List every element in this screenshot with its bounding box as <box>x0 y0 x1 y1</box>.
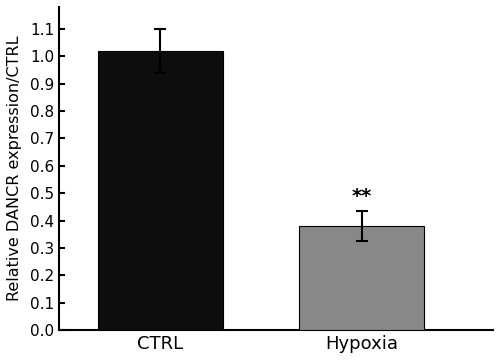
Bar <box>300 226 424 330</box>
Text: **: ** <box>352 186 372 206</box>
Y-axis label: Relative DANCR expression/CTRL: Relative DANCR expression/CTRL <box>7 36 22 301</box>
Bar <box>98 51 223 330</box>
